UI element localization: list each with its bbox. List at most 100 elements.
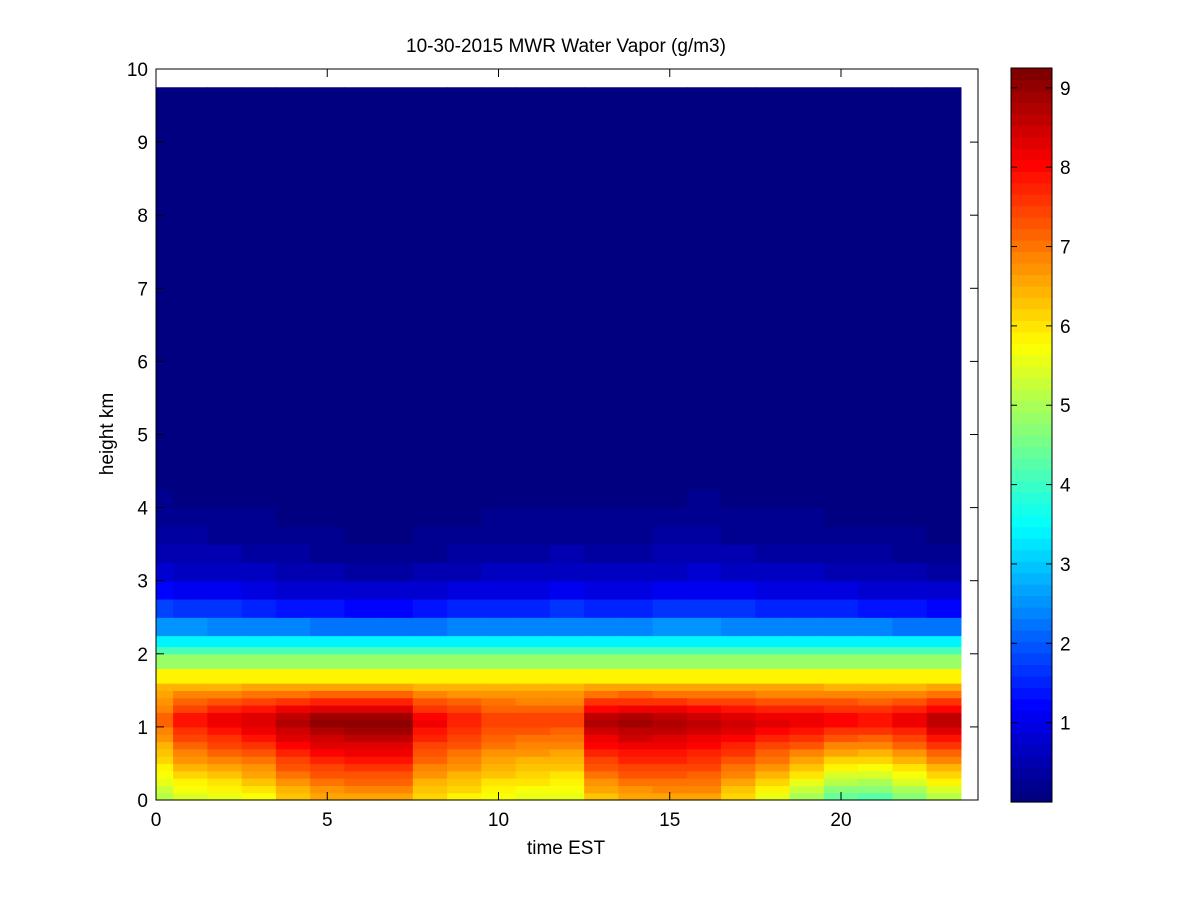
heatmap-cell [789, 748, 825, 757]
heatmap-cell [275, 770, 311, 779]
heatmap-cell [584, 712, 619, 721]
heatmap-cell [926, 726, 962, 735]
heatmap-cell [789, 668, 825, 684]
heatmap-cell [858, 646, 893, 655]
heatmap-cell [481, 719, 517, 728]
heatmap-cell [892, 525, 928, 545]
colorbar-swatch [1011, 584, 1052, 597]
heatmap-cell [156, 741, 174, 750]
heatmap-cell [344, 562, 380, 582]
heatmap-cell [241, 704, 277, 713]
heatmap-cell [652, 562, 688, 582]
heatmap-cell [447, 704, 482, 713]
heatmap-cell [858, 734, 893, 743]
heatmap-cell [652, 544, 688, 564]
heatmap-cell [412, 580, 448, 600]
heatmap-cell [378, 734, 414, 743]
heatmap-cell [584, 580, 619, 600]
colorbar-swatch [1011, 779, 1052, 792]
heatmap-cell [344, 734, 380, 743]
heatmap-cell [686, 778, 722, 786]
heatmap-cell [447, 778, 482, 786]
heatmap-cell [344, 507, 380, 527]
heatmap-cell [447, 489, 482, 509]
heatmap-cell [926, 471, 962, 490]
heatmap-cell [310, 489, 345, 509]
heatmap-cell [344, 489, 380, 509]
heatmap-cell [926, 748, 962, 757]
colorbar-tick-label: 2 [1060, 634, 1071, 655]
heatmap-cell [344, 690, 380, 699]
heatmap-cell [173, 507, 208, 527]
heatmap-cell [618, 489, 654, 509]
heatmap-cell [892, 778, 928, 786]
colorbar-swatch [1011, 297, 1052, 310]
heatmap-cell [823, 562, 859, 582]
heatmap-cell [721, 792, 756, 801]
heatmap-cell [858, 763, 893, 772]
heatmap-cell [275, 785, 311, 794]
heatmap-cell [378, 562, 414, 582]
heatmap-cell [207, 704, 243, 713]
colorbar-swatch [1011, 526, 1052, 539]
heatmap-cell [789, 635, 825, 648]
heatmap-cell [173, 719, 208, 728]
heatmap-cell [241, 646, 277, 655]
heatmap-cell [481, 598, 517, 618]
heatmap-cell [275, 756, 311, 765]
x-tick-label: 10 [488, 810, 509, 831]
heatmap-cell [584, 617, 619, 637]
heatmap-cell [481, 471, 517, 490]
heatmap-cell [207, 507, 243, 527]
heatmap-cell [241, 770, 277, 779]
heatmap-cell [652, 653, 688, 670]
colorbar-swatch [1011, 549, 1052, 562]
heatmap-cell [207, 635, 243, 648]
colorbar-swatch [1011, 113, 1052, 126]
heatmap-cell [618, 778, 654, 786]
heatmap-cell [378, 617, 414, 637]
heatmap-cell [721, 668, 756, 684]
heatmap-cell [275, 690, 311, 699]
heatmap-cell [378, 792, 414, 801]
heatmap-cell [652, 580, 688, 600]
heatmap-cell [858, 748, 893, 757]
heatmap-cell [173, 792, 208, 801]
heatmap-cell [310, 646, 345, 655]
colorbar-swatch [1011, 595, 1052, 608]
colorbar-swatch [1011, 136, 1052, 149]
heatmap-cell [481, 778, 517, 786]
colorbar-swatch [1011, 767, 1052, 780]
heatmap-cell [549, 562, 585, 582]
heatmap-cell [892, 792, 928, 801]
heatmap-cell [926, 580, 962, 600]
heatmap-cell [549, 792, 585, 801]
heatmap-cell [275, 778, 311, 786]
heatmap-cell [858, 544, 893, 564]
heatmap-cell [584, 734, 619, 743]
heatmap-cell [755, 785, 791, 794]
heatmap-cell [378, 690, 414, 699]
heatmap-cell [892, 756, 928, 765]
heatmap-cell [173, 646, 208, 655]
heatmap-cell [412, 712, 448, 721]
heatmap-cell [275, 668, 311, 684]
heatmap-cell [618, 704, 654, 713]
heatmap-cell [412, 668, 448, 684]
heatmap-cell [823, 741, 859, 750]
heatmap-cell [584, 562, 619, 582]
heatmap-cell [721, 690, 756, 699]
colorbar-swatch [1011, 733, 1052, 746]
heatmap-cell [858, 756, 893, 765]
heatmap-cell [156, 434, 174, 454]
heatmap-cell [515, 704, 551, 713]
heatmap-cell [344, 763, 380, 772]
heatmap-cell [549, 598, 585, 618]
y-tick-label: 1 [137, 718, 148, 739]
colorbar-swatch [1011, 400, 1052, 413]
heatmap-cell [275, 562, 311, 582]
heatmap-cell [789, 646, 825, 655]
heatmap-cell [515, 785, 551, 794]
heatmap-cell [549, 646, 585, 655]
heatmap-cell [789, 712, 825, 721]
